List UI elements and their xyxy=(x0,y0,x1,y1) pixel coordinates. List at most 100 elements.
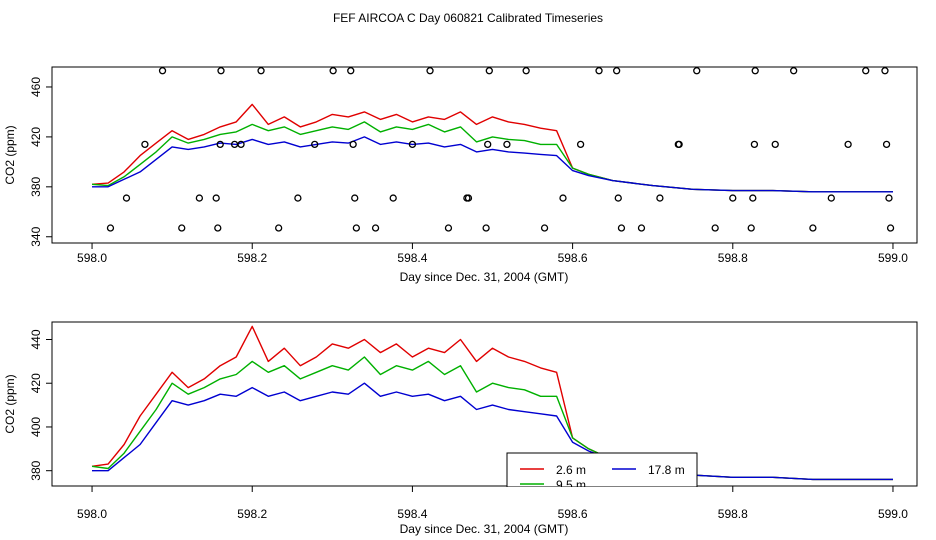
data-point-marker xyxy=(750,140,759,149)
data-point-marker xyxy=(675,140,683,149)
data-point-marker xyxy=(693,67,701,75)
y-axis-bottom: 380 400 420 440 xyxy=(29,329,52,481)
data-point-marker xyxy=(540,224,549,232)
data-point-marker xyxy=(122,194,131,202)
legend-clip xyxy=(500,487,710,497)
data-point-marker xyxy=(711,224,719,232)
data-point-marker xyxy=(482,224,490,232)
y-tick-label: 340 xyxy=(29,226,43,246)
x-axis-label-bottom: Day since Dec. 31, 2004 (GMT) xyxy=(400,522,569,536)
y-tick-label: 380 xyxy=(29,460,43,480)
data-point-marker xyxy=(214,224,222,232)
x-tick-label: 598.8 xyxy=(718,251,748,265)
data-point-marker xyxy=(371,224,380,232)
data-point-marker xyxy=(294,194,302,202)
data-point-marker xyxy=(771,140,779,149)
x-axis-top: 598.0 598.2 598.4 598.6 598.8 599.0 xyxy=(77,243,908,265)
y-tick-label: 400 xyxy=(29,417,43,437)
data-point-marker xyxy=(614,194,622,202)
data-point-marker xyxy=(106,224,115,232)
y-tick-label: 380 xyxy=(29,176,43,196)
plot-area-bottom xyxy=(91,325,893,481)
x-tick-label: 598.8 xyxy=(718,507,748,521)
data-point-marker xyxy=(178,224,186,232)
x-tick-label: 598.4 xyxy=(397,507,427,521)
panel-top: 598.0 598.2 598.4 598.6 598.8 599.0 340 380 420… xyxy=(3,66,918,284)
data-point-marker xyxy=(522,67,530,75)
figure-title: FEF AIRCOA C Day 060821 Calibrated Times… xyxy=(333,11,603,25)
data-point-marker xyxy=(885,194,893,202)
data-point-marker xyxy=(827,194,835,202)
data-point-marker xyxy=(349,140,357,149)
data-point-marker xyxy=(464,194,473,202)
x-tick-label: 598.4 xyxy=(397,251,427,265)
data-point-marker xyxy=(257,67,265,75)
data-point-marker xyxy=(882,140,891,149)
data-point-marker xyxy=(751,67,759,75)
legend-box xyxy=(506,452,698,488)
data-point-marker xyxy=(195,194,204,202)
data-point-marker xyxy=(444,224,453,232)
x-axis-bottom: 598.0 598.2 598.4 598.6 598.8 599.0 xyxy=(77,486,908,521)
data-point-marker xyxy=(352,224,361,232)
series-line-green xyxy=(91,121,893,193)
data-point-marker xyxy=(862,67,870,75)
data-point-marker xyxy=(886,224,895,232)
data-point-marker xyxy=(158,67,167,75)
series-line-blue xyxy=(92,136,893,193)
plot-area-top xyxy=(91,67,895,232)
y-axis-label-top: CO2 (ppm) xyxy=(3,125,17,184)
data-point-marker xyxy=(595,67,603,75)
data-point-marker xyxy=(749,194,757,202)
series-line-red xyxy=(91,325,893,481)
series-line-green xyxy=(91,356,893,481)
x-tick-label: 598.6 xyxy=(558,507,588,521)
y-tick-label: 420 xyxy=(29,373,43,393)
data-point-marker xyxy=(844,140,852,149)
series-line-red xyxy=(91,103,893,193)
plot-frame-top xyxy=(51,66,918,244)
panel-bottom: 598.0 598.2 598.4 598.6 598.8 599.0 380 400 420… xyxy=(3,321,918,536)
series-line-blue xyxy=(92,382,893,481)
data-point-marker xyxy=(729,194,737,202)
data-point-marker xyxy=(637,224,646,232)
y-axis-top: 340 380 420 460 xyxy=(29,77,52,247)
data-point-marker xyxy=(351,194,359,202)
legend: 2.6 m 17.8 m 9.5 m xyxy=(506,452,698,492)
data-point-marker xyxy=(408,140,417,149)
data-point-marker xyxy=(426,67,434,75)
data-point-marker xyxy=(613,67,621,75)
x-tick-label: 598.2 xyxy=(237,251,267,265)
data-point-marker xyxy=(617,224,626,232)
data-point-marker xyxy=(485,67,493,75)
x-tick-label: 598.0 xyxy=(77,507,107,521)
data-point-marker xyxy=(216,140,224,149)
data-point-marker xyxy=(311,140,319,149)
data-point-marker xyxy=(217,67,225,75)
x-axis-label-top: Day since Dec. 31, 2004 (GMT) xyxy=(400,270,569,284)
x-tick-label: 599.0 xyxy=(878,507,908,521)
data-point-marker xyxy=(559,194,567,202)
data-point-marker xyxy=(656,194,664,202)
data-point-marker xyxy=(809,224,817,232)
x-tick-label: 598.2 xyxy=(237,507,267,521)
y-tick-label: 420 xyxy=(29,127,43,147)
legend-label-2-6m: 2.6 m xyxy=(556,463,586,477)
data-point-marker xyxy=(141,140,149,149)
legend-label-17-8m: 17.8 m xyxy=(648,463,685,477)
data-point-marker xyxy=(503,140,511,149)
data-point-marker xyxy=(747,224,755,232)
data-point-marker xyxy=(576,140,585,149)
y-axis-label-bottom: CO2 (ppm) xyxy=(3,374,17,433)
x-tick-label: 598.6 xyxy=(558,251,588,265)
data-point-marker xyxy=(881,67,889,75)
data-point-marker xyxy=(329,67,337,75)
data-point-marker xyxy=(212,194,220,202)
data-point-marker xyxy=(389,194,397,202)
data-point-marker xyxy=(275,224,283,232)
data-point-marker xyxy=(790,67,798,75)
data-point-marker xyxy=(237,140,245,149)
data-point-marker xyxy=(484,140,492,149)
plot-frame-bottom xyxy=(51,321,918,487)
